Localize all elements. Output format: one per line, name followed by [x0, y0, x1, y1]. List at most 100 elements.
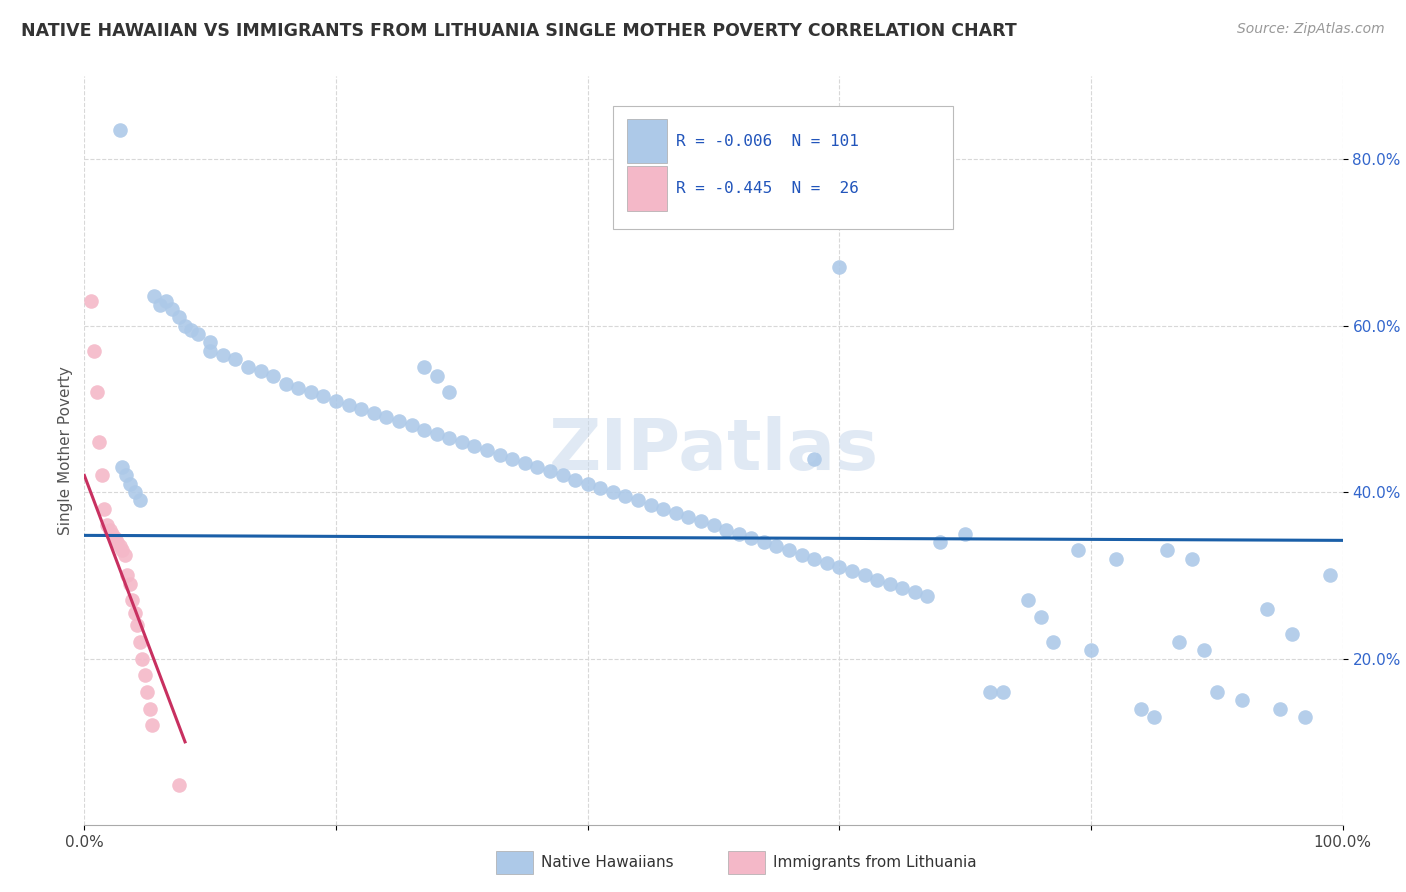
- Point: [131, 651, 153, 665]
- Point: [103, 531, 125, 545]
- Point: [1230, 693, 1253, 707]
- Point: [752, 535, 775, 549]
- Point: [1319, 568, 1341, 582]
- Point: [1029, 610, 1052, 624]
- Point: [139, 701, 162, 715]
- Point: [1130, 701, 1153, 715]
- Point: [101, 526, 124, 541]
- Point: [236, 360, 259, 375]
- Point: [388, 414, 411, 428]
- Point: [91, 468, 114, 483]
- Point: [401, 418, 423, 433]
- FancyBboxPatch shape: [627, 167, 666, 211]
- Point: [501, 451, 523, 466]
- Point: [86, 385, 108, 400]
- Point: [79, 293, 101, 308]
- Point: [1143, 710, 1166, 724]
- Text: Immigrants from Lithuania: Immigrants from Lithuania: [773, 855, 977, 870]
- Point: [828, 560, 851, 574]
- Point: [1194, 643, 1216, 657]
- Point: [879, 576, 901, 591]
- Point: [790, 548, 813, 562]
- Point: [576, 476, 599, 491]
- Point: [426, 426, 449, 441]
- Point: [200, 343, 222, 358]
- Point: [83, 343, 105, 358]
- Point: [765, 539, 787, 553]
- Point: [803, 551, 825, 566]
- Point: [991, 685, 1014, 699]
- Point: [1168, 635, 1191, 649]
- Point: [136, 685, 159, 699]
- Point: [167, 778, 190, 792]
- Point: [1156, 543, 1178, 558]
- Point: [200, 335, 222, 350]
- Point: [115, 468, 138, 483]
- FancyBboxPatch shape: [627, 120, 666, 163]
- Point: [1017, 593, 1039, 607]
- Point: [162, 301, 184, 316]
- Point: [488, 448, 510, 462]
- Point: [121, 593, 143, 607]
- Point: [325, 393, 347, 408]
- Point: [224, 351, 246, 366]
- Point: [105, 535, 128, 549]
- Point: [114, 548, 136, 562]
- Point: [111, 543, 134, 558]
- Point: [426, 368, 449, 383]
- Point: [564, 473, 586, 487]
- Point: [803, 451, 825, 466]
- Point: [1042, 635, 1064, 649]
- Point: [979, 685, 1001, 699]
- Text: NATIVE HAWAIIAN VS IMMIGRANTS FROM LITHUANIA SINGLE MOTHER POVERTY CORRELATION C: NATIVE HAWAIIAN VS IMMIGRANTS FROM LITHU…: [21, 22, 1017, 40]
- Point: [690, 514, 713, 528]
- Point: [828, 260, 851, 275]
- Point: [866, 573, 889, 587]
- Point: [929, 535, 952, 549]
- Point: [740, 531, 762, 545]
- Point: [551, 468, 574, 483]
- Point: [93, 501, 115, 516]
- Point: [96, 518, 118, 533]
- Point: [778, 543, 800, 558]
- Point: [115, 568, 138, 582]
- Point: [475, 443, 498, 458]
- Point: [413, 423, 436, 437]
- Point: [128, 493, 150, 508]
- Point: [274, 376, 297, 391]
- Point: [589, 481, 612, 495]
- FancyBboxPatch shape: [613, 106, 953, 229]
- Point: [891, 581, 914, 595]
- Point: [127, 618, 149, 632]
- Point: [128, 635, 150, 649]
- Point: [841, 564, 863, 578]
- Point: [1067, 543, 1090, 558]
- Point: [118, 576, 141, 591]
- Point: [249, 364, 271, 378]
- Text: Native Hawaiians: Native Hawaiians: [541, 855, 673, 870]
- Point: [665, 506, 688, 520]
- Point: [538, 464, 561, 478]
- Point: [463, 439, 485, 453]
- Point: [337, 398, 360, 412]
- Point: [111, 460, 134, 475]
- Point: [180, 323, 202, 337]
- Point: [602, 485, 624, 500]
- Text: R = -0.006  N = 101: R = -0.006 N = 101: [676, 134, 859, 149]
- Point: [640, 498, 662, 512]
- Point: [513, 456, 536, 470]
- Point: [375, 410, 398, 425]
- Point: [614, 489, 637, 503]
- Point: [439, 385, 461, 400]
- Point: [1206, 685, 1229, 699]
- Point: [108, 539, 131, 553]
- Point: [1294, 710, 1316, 724]
- Point: [1281, 626, 1303, 640]
- Point: [853, 568, 876, 582]
- Point: [363, 406, 385, 420]
- Point: [167, 310, 190, 325]
- Point: [350, 401, 373, 416]
- Point: [678, 510, 700, 524]
- Point: [526, 460, 548, 475]
- Point: [211, 348, 233, 362]
